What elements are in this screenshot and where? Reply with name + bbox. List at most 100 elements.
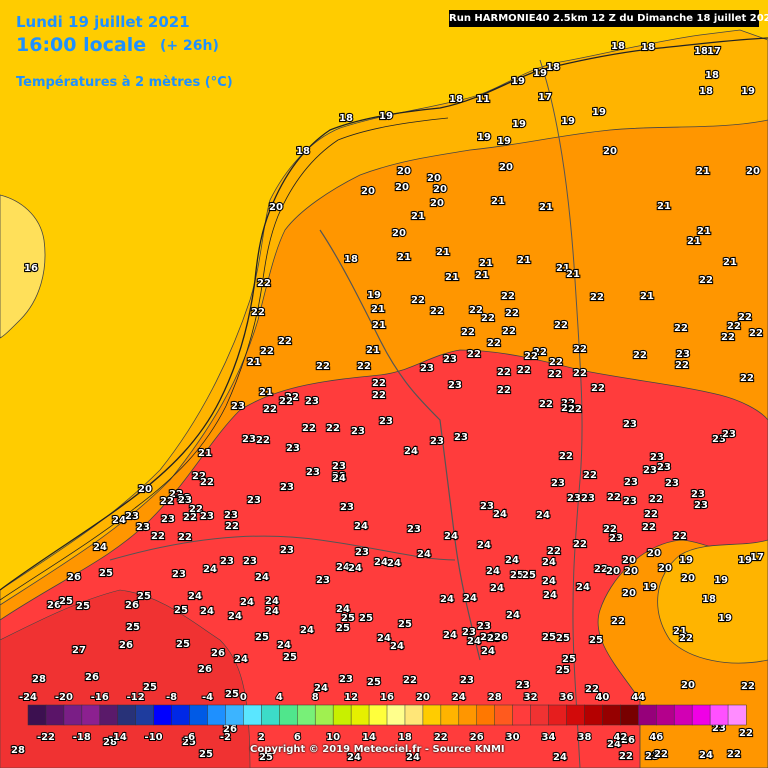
temperature-value: 20 <box>658 563 672 574</box>
temperature-value: 18 <box>611 41 625 52</box>
temperature-value: 22 <box>151 531 165 542</box>
temperature-value: 22 <box>749 328 763 339</box>
country-border <box>109 535 456 561</box>
temperature-value: 22 <box>177 493 191 504</box>
temperature-value: 22 <box>673 531 687 542</box>
temperature-value: 23 <box>722 429 736 440</box>
legend-swatch <box>45 704 65 726</box>
temperature-value: 19 <box>497 136 511 147</box>
temperature-value: 23 <box>172 569 186 580</box>
temperature-value: 22 <box>316 361 330 372</box>
temperature-value: 18 <box>546 62 560 73</box>
temperature-value: 24 <box>336 562 350 573</box>
legend-swatch <box>584 704 603 726</box>
temperature-value: 22 <box>721 332 735 343</box>
legend-swatch <box>656 704 675 726</box>
temperature-value: 22 <box>533 347 547 358</box>
temperature-value: 28 <box>11 745 25 756</box>
temperature-value: 24 <box>314 683 328 694</box>
temperature-value: 22 <box>594 564 608 575</box>
temperature-value: 24 <box>607 739 621 750</box>
temperature-value: 19 <box>738 555 752 566</box>
temperature-value: 23 <box>200 511 214 522</box>
legend-label: 2 <box>258 732 265 743</box>
temperature-value: 16 <box>24 263 38 274</box>
temperature-value: 18 <box>339 113 353 124</box>
legend-swatch <box>566 704 585 726</box>
legend-label: 38 <box>578 732 592 743</box>
temperature-value: 21 <box>479 258 493 269</box>
temperature-value: 23 <box>340 502 354 513</box>
temperature-value: 22 <box>573 368 587 379</box>
temperature-value: 22 <box>501 291 515 302</box>
legend-swatch <box>332 704 352 726</box>
temperature-value: 20 <box>138 484 152 495</box>
temperature-value: 21 <box>491 196 505 207</box>
temperature-value: 20 <box>746 166 760 177</box>
temperature-value: 24 <box>354 521 368 532</box>
temperature-value: 23 <box>280 545 294 556</box>
legend-label: 26 <box>470 732 484 743</box>
temperature-value: 25 <box>59 596 73 607</box>
temperature-value: 21 <box>247 357 261 368</box>
temperature-value: 21 <box>697 226 711 237</box>
legend-swatch <box>314 704 334 726</box>
temperature-value: 23 <box>581 493 595 504</box>
temperature-value: 22 <box>548 369 562 380</box>
temperature-value: 23 <box>351 426 365 437</box>
temperature-value: 18 <box>641 42 655 53</box>
temperature-value: 23 <box>623 496 637 507</box>
temperature-value: 21 <box>411 211 425 222</box>
legend-swatch <box>530 704 550 726</box>
temperature-value: 22 <box>497 367 511 378</box>
temperature-value: 22 <box>285 392 299 403</box>
temperature-value: 24 <box>440 594 454 605</box>
legend-swatch <box>99 704 119 726</box>
temperature-value: 19 <box>379 111 393 122</box>
temperature-value: 23 <box>567 493 581 504</box>
temperature-value: 22 <box>487 338 501 349</box>
temperature-value: 20 <box>681 573 695 584</box>
temperature-value: 23 <box>665 478 679 489</box>
temperature-value: 22 <box>257 278 271 289</box>
temperature-value: 23 <box>561 403 575 414</box>
temperature-value: 22 <box>741 681 755 692</box>
temperature-value: 22 <box>502 326 516 337</box>
temperature-value: 18 <box>344 254 358 265</box>
temperature-value: 23 <box>136 522 150 533</box>
legend-swatch <box>602 704 621 726</box>
temperature-value: 24 <box>467 636 481 647</box>
legend-swatch <box>279 704 298 726</box>
temperature-value: 22 <box>585 684 599 695</box>
legend-label: 16 <box>380 692 394 703</box>
legend-swatch <box>368 704 388 726</box>
temperature-value: 22 <box>591 383 605 394</box>
temperature-value: 23 <box>460 675 474 686</box>
temperature-value: 24 <box>265 596 279 607</box>
temperature-value: 19 <box>718 613 732 624</box>
legend-label: -14 <box>109 732 127 743</box>
temperature-value: 24 <box>277 640 291 651</box>
temperature-value: 21 <box>696 166 710 177</box>
legend-swatch <box>386 704 406 726</box>
temperature-value: 22 <box>649 494 663 505</box>
temperature-value: 18 <box>449 94 463 105</box>
temperature-value: 23 <box>691 489 705 500</box>
temperature-value: 20 <box>433 184 447 195</box>
temperature-value: 17 <box>750 552 764 563</box>
legend-label: 28 <box>488 692 502 703</box>
temperature-value: 26 <box>621 735 635 746</box>
legend-swatch <box>81 704 101 726</box>
temperature-value: 19 <box>367 290 381 301</box>
temperature-value: 21 <box>366 345 380 356</box>
temperature-value: 20 <box>269 202 283 213</box>
temperature-value: 23 <box>306 467 320 478</box>
temperature-value: 26 <box>47 600 61 611</box>
temperature-value: 22 <box>654 749 668 760</box>
temperature-value: 24 <box>406 752 420 763</box>
temperature-value: 24 <box>228 611 242 622</box>
temperature-value: 25 <box>510 570 524 581</box>
legend-swatch <box>27 704 47 726</box>
